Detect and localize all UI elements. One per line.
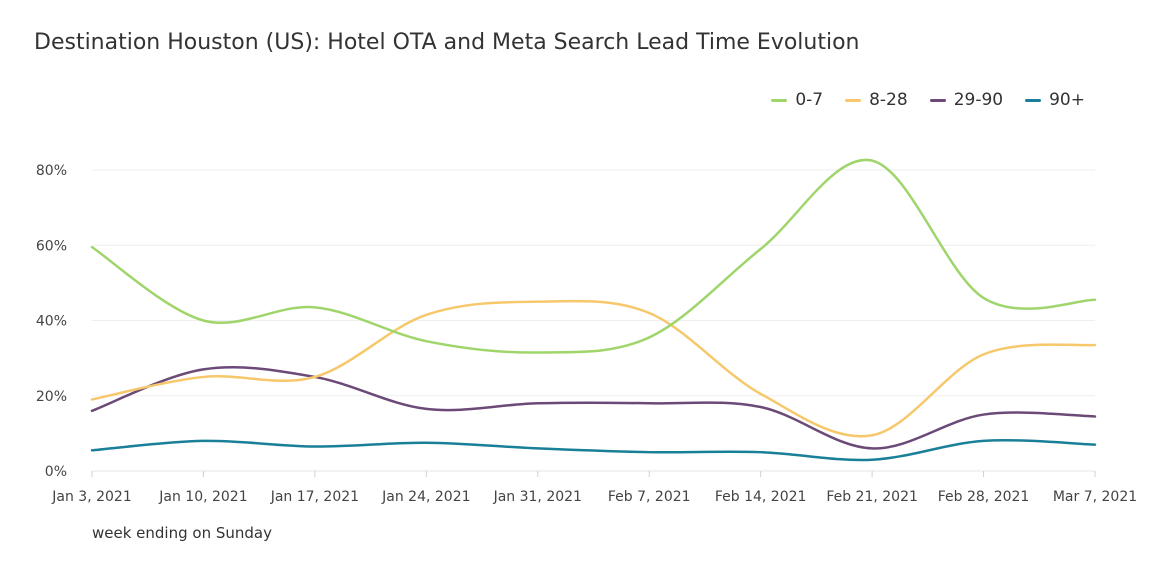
x-tick-label: Feb 28, 2021 bbox=[938, 489, 1030, 505]
legend-item-0-7[interactable]: 0-7 bbox=[771, 90, 823, 110]
legend-label-29-90: 29-90 bbox=[953, 90, 1004, 110]
x-tick-label: Feb 14, 2021 bbox=[715, 489, 807, 505]
legend-swatch-29-90 bbox=[929, 98, 946, 102]
y-tick-label: 0% bbox=[45, 464, 67, 480]
x-tick-label: Jan 31, 2021 bbox=[493, 489, 582, 505]
legend-label-8-28: 8-28 bbox=[869, 90, 908, 110]
legend-label-90-plus: 90+ bbox=[1049, 90, 1085, 110]
x-tick-label: Mar 7, 2021 bbox=[1053, 489, 1137, 505]
legend: 0-7 8-28 29-90 90+ bbox=[771, 90, 1085, 110]
y-tick-label: 60% bbox=[36, 238, 67, 254]
x-axis-title: week ending on Sunday bbox=[92, 524, 272, 542]
y-tick-label: 40% bbox=[36, 314, 67, 330]
series-line-0-7 bbox=[90, 158, 1097, 354]
y-tick-label: 80% bbox=[36, 163, 67, 179]
x-tick-label: Feb 7, 2021 bbox=[608, 489, 691, 505]
legend-swatch-8-28 bbox=[845, 98, 862, 102]
x-tick-label: Jan 24, 2021 bbox=[381, 489, 470, 505]
series-line-90-plus bbox=[90, 439, 1097, 462]
series-line-8-28 bbox=[90, 299, 1097, 438]
legend-item-8-28[interactable]: 8-28 bbox=[845, 90, 908, 110]
x-tick-label: Jan 17, 2021 bbox=[270, 489, 359, 505]
legend-item-90-plus[interactable]: 90+ bbox=[1025, 90, 1085, 110]
x-tick-label: Jan 3, 2021 bbox=[51, 489, 131, 505]
x-tick-label: Jan 10, 2021 bbox=[158, 489, 247, 505]
chart-title: Destination Houston (US): Hotel OTA and … bbox=[34, 30, 860, 55]
series-line-29-90 bbox=[90, 366, 1097, 450]
y-tick-label: 20% bbox=[36, 389, 67, 405]
legend-swatch-90-plus bbox=[1025, 98, 1042, 102]
legend-label-0-7: 0-7 bbox=[795, 90, 824, 110]
x-tick-label: Feb 21, 2021 bbox=[826, 489, 918, 505]
legend-swatch-0-7 bbox=[771, 98, 788, 102]
legend-item-29-90[interactable]: 29-90 bbox=[929, 90, 1004, 110]
